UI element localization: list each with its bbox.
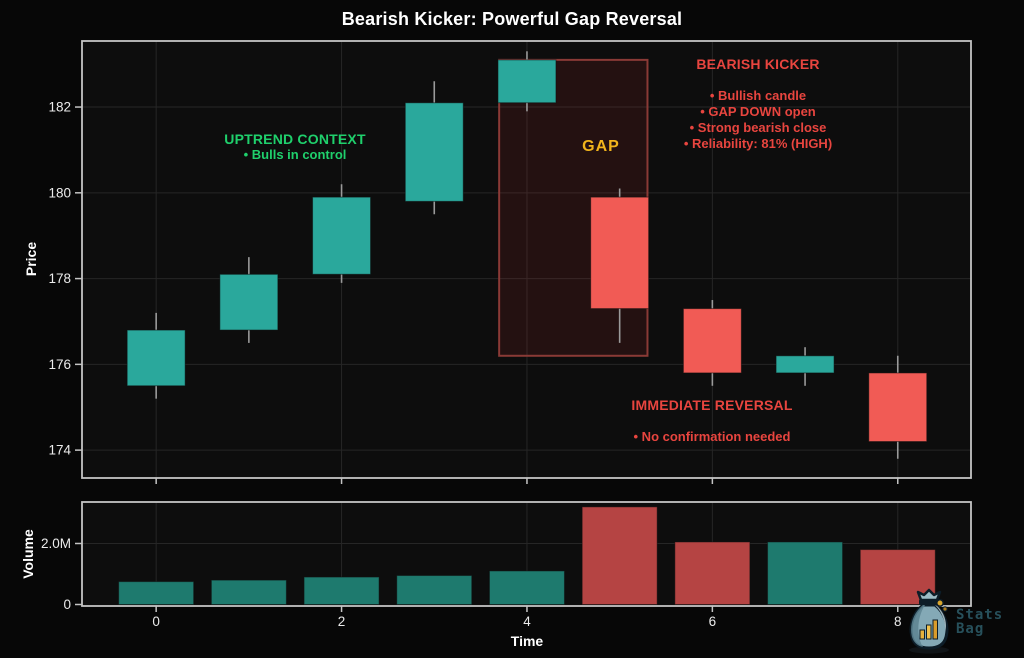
price-tick-label: 182 bbox=[48, 100, 71, 115]
bullish-volume-bar bbox=[488, 570, 565, 606]
gap-annotation-label: GAP bbox=[582, 138, 620, 155]
bullish-candle-body bbox=[404, 102, 464, 202]
bearish-kicker-bullet-4: • Reliability: 81% (HIGH) bbox=[683, 136, 833, 151]
watermark-line-2: Bag bbox=[956, 621, 985, 637]
bullish-candle-body bbox=[219, 273, 279, 331]
time-tick-label: 0 bbox=[152, 614, 160, 629]
annotation-bearish-kicker: BEARISH KICKER • Bullish candle • GAP DO… bbox=[684, 56, 832, 152]
price-tick-label: 174 bbox=[48, 443, 71, 458]
bearish-kicker-spacer bbox=[684, 72, 832, 88]
uptrend-header: UPTREND CONTEXT bbox=[224, 131, 366, 147]
bullish-candle-body bbox=[497, 59, 557, 104]
annotation-immediate-reversal: IMMEDIATE REVERSAL • No confirmation nee… bbox=[631, 397, 792, 445]
time-tick-label: 2 bbox=[338, 614, 346, 629]
money-bag-icon bbox=[909, 588, 949, 654]
time-tick-label: 4 bbox=[523, 614, 531, 629]
time-axis-label: Time bbox=[510, 633, 544, 649]
bearish-kicker-bullet-1: • Bullish candle bbox=[709, 88, 807, 103]
time-tick-label: 6 bbox=[709, 614, 717, 629]
bullish-volume-bar bbox=[118, 581, 195, 606]
immediate-reversal-header: IMMEDIATE REVERSAL bbox=[631, 397, 793, 413]
volume-tick-label: 0 bbox=[63, 597, 71, 612]
bearish-candle-body bbox=[682, 308, 742, 374]
annotation-uptrend-context: UPTREND CONTEXT • Bulls in control bbox=[224, 131, 365, 163]
bearish-volume-bar bbox=[674, 541, 751, 605]
volume-axis-label: Volume bbox=[20, 529, 36, 579]
bearish-volume-bar bbox=[581, 506, 658, 605]
bullish-volume-bar bbox=[396, 575, 473, 606]
volume-tick-label: 2.0M bbox=[41, 536, 71, 551]
immediate-reversal-spacer bbox=[631, 413, 792, 429]
price-tick-label: 180 bbox=[48, 185, 71, 200]
bearish-candle-body bbox=[590, 196, 650, 310]
bearish-kicker-header: BEARISH KICKER bbox=[696, 56, 820, 72]
time-tick-label: 8 bbox=[894, 614, 902, 629]
bearish-kicker-bullet-2: • GAP DOWN open bbox=[700, 104, 816, 119]
bullish-candle-body bbox=[312, 196, 372, 275]
bullish-volume-bar bbox=[210, 579, 287, 605]
uptrend-bullet: • Bulls in control bbox=[243, 147, 347, 162]
price-tick-label: 178 bbox=[48, 271, 71, 286]
price-axis-label: Price bbox=[23, 241, 39, 277]
watermark-line-1: Stats bbox=[956, 607, 1004, 623]
chart-title: Bearish Kicker: Powerful Gap Reversal bbox=[341, 9, 683, 29]
watermark-text: Stats Bag bbox=[956, 608, 1003, 636]
bullish-candle-body bbox=[775, 355, 835, 374]
bullish-volume-bar bbox=[767, 541, 844, 605]
price-tick-label: 176 bbox=[48, 357, 71, 372]
immediate-reversal-bullet: • No confirmation needed bbox=[633, 429, 791, 444]
bullish-volume-bar bbox=[303, 576, 380, 605]
bullish-candle-body bbox=[126, 329, 186, 387]
bearish-candle-body bbox=[868, 372, 928, 443]
stats-bag-watermark: Stats Bag bbox=[904, 586, 1022, 656]
bearish-kicker-bullet-3: • Strong bearish close bbox=[689, 120, 827, 135]
